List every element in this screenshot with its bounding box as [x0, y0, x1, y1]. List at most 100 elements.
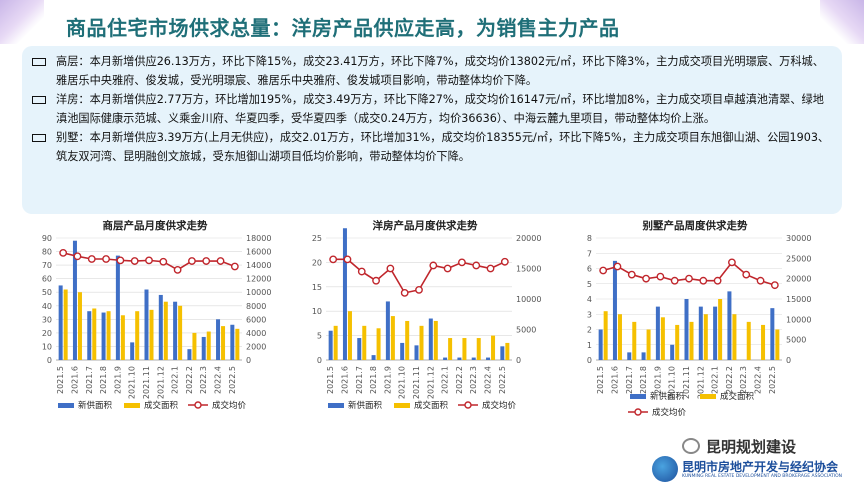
supply-bar	[627, 352, 632, 360]
chart-svg: 0 1 2 3 4 5 6 7 8 0 5000 10000 15000 20000 25000 30000 2…	[587, 234, 812, 418]
supply-bar	[655, 306, 660, 360]
supply-bar	[684, 299, 689, 360]
sales-bar	[333, 325, 338, 360]
supply-bar	[328, 330, 333, 360]
wechat-account-name: 昆明规划建设	[706, 438, 797, 456]
supply-bar	[357, 338, 362, 360]
x-tick-label: 2021.5	[596, 366, 605, 394]
organization-name-en: KUNMING REAL ESTATE DEVELOPMENT AND BROK…	[682, 474, 843, 479]
price-point	[415, 285, 423, 294]
x-tick-label: 2022.4	[754, 366, 763, 394]
square-bullet-icon	[32, 58, 46, 66]
price-point	[627, 270, 636, 279]
supply-bar	[713, 306, 718, 360]
sales-bar	[178, 305, 183, 360]
legend-price-label: 成交均价	[212, 400, 247, 411]
sales-bar	[376, 328, 381, 360]
x-tick-label: 2022.1	[171, 366, 180, 394]
supply-bar	[471, 357, 476, 360]
x-tick-label: 2021.9	[653, 366, 662, 394]
sales-bar	[206, 331, 211, 360]
sales-bar	[689, 321, 694, 360]
price-point	[613, 262, 622, 271]
price-point	[486, 264, 495, 273]
y2-tick-label: 10000	[516, 295, 541, 304]
y-tick-label: 5	[587, 280, 592, 289]
sales-bar	[603, 311, 608, 360]
price-point	[343, 255, 352, 264]
price-point	[59, 249, 68, 257]
supply-bar	[612, 260, 617, 360]
x-tick-label: 2022.4	[214, 366, 223, 394]
page-title: 商品住宅市场供求总量：洋房产品供应走高，为销售主力产品	[66, 16, 620, 40]
price-point	[73, 252, 82, 261]
square-bullet-icon	[32, 134, 46, 142]
price-point	[713, 276, 722, 285]
y-tick-label: 50	[42, 288, 52, 297]
sales-bar	[732, 314, 737, 360]
price-point	[188, 257, 196, 265]
supply-bar	[101, 312, 106, 360]
supply-bar	[173, 301, 178, 360]
supply-bar	[428, 318, 433, 360]
supply-bar	[443, 357, 448, 360]
corner-decoration-right	[820, 0, 864, 44]
summary-text: 别墅：本月新增供应3.39万方(上月无供应)，成交2.01万方，环比增加31%，…	[56, 131, 830, 163]
price-point	[400, 289, 409, 297]
x-tick-label: 2022.5	[498, 366, 507, 394]
summary-item-high-rise: 高层：本月新增供应26.13万方，环比下降15%，成交23.41万方，环比下降7…	[32, 52, 830, 90]
supply-bar	[158, 294, 163, 360]
x-tick-label: 2021.7	[355, 366, 364, 394]
price-point	[230, 262, 239, 271]
y-tick-label: 5	[317, 332, 322, 341]
sales-bar	[775, 329, 780, 360]
y2-tick-label: 8000	[246, 302, 266, 311]
sales-bar	[77, 292, 82, 360]
x-tick-label: 2022.5	[768, 366, 777, 394]
summary-item-villa: 别墅：本月新增供应3.39万方(上月无供应)，成交2.01万方，环比增加31%，…	[32, 128, 830, 166]
x-tick-label: 2021.12	[696, 366, 705, 399]
price-point	[443, 264, 452, 273]
sales-bar	[347, 311, 352, 360]
sales-bar	[491, 335, 496, 360]
y-tick-label: 15	[312, 283, 322, 292]
legend-sales-label: 成交面积	[720, 391, 755, 402]
legend-price-marker	[464, 401, 472, 409]
price-point	[372, 276, 380, 285]
legend-supply-swatch	[328, 403, 344, 408]
y-tick-label: 90	[42, 234, 52, 243]
x-tick-label: 2021.11	[682, 366, 691, 399]
supply-bar	[486, 357, 491, 360]
sales-bar	[761, 324, 766, 360]
x-tick-label: 2021.12	[426, 366, 435, 399]
y-tick-label: 4	[587, 295, 592, 304]
square-bullet-icon	[32, 96, 46, 104]
supply-bar	[72, 240, 77, 360]
x-tick-label: 2021.8	[639, 366, 648, 394]
y2-tick-label: 4000	[246, 329, 266, 338]
y-tick-label: 20	[42, 329, 52, 338]
supply-bar	[727, 291, 732, 360]
supply-bar	[598, 329, 603, 360]
supply-bar	[201, 336, 206, 360]
sales-bar	[476, 338, 481, 360]
price-point	[429, 261, 438, 270]
organization-seal-icon	[652, 456, 678, 482]
sales-bar	[362, 325, 367, 360]
y2-tick-label: 10000	[786, 315, 811, 324]
supply-bar	[230, 324, 235, 360]
y2-tick-label: 0	[786, 356, 791, 365]
sales-bar	[106, 311, 111, 360]
chart-title: 别墅产品周度供求走势	[642, 220, 748, 232]
price-point	[145, 256, 153, 265]
y2-tick-label: 0	[246, 356, 251, 365]
supply-bar	[385, 301, 390, 360]
supply-bar	[187, 349, 192, 360]
y-tick-label: 0	[587, 356, 592, 365]
y2-tick-label: 14000	[246, 261, 271, 270]
price-point	[685, 274, 693, 283]
price-point	[116, 256, 125, 265]
chart-title: 商层产品月度供求走势	[102, 220, 208, 232]
corner-decoration-left	[0, 0, 44, 44]
y2-tick-label: 20000	[516, 234, 541, 243]
